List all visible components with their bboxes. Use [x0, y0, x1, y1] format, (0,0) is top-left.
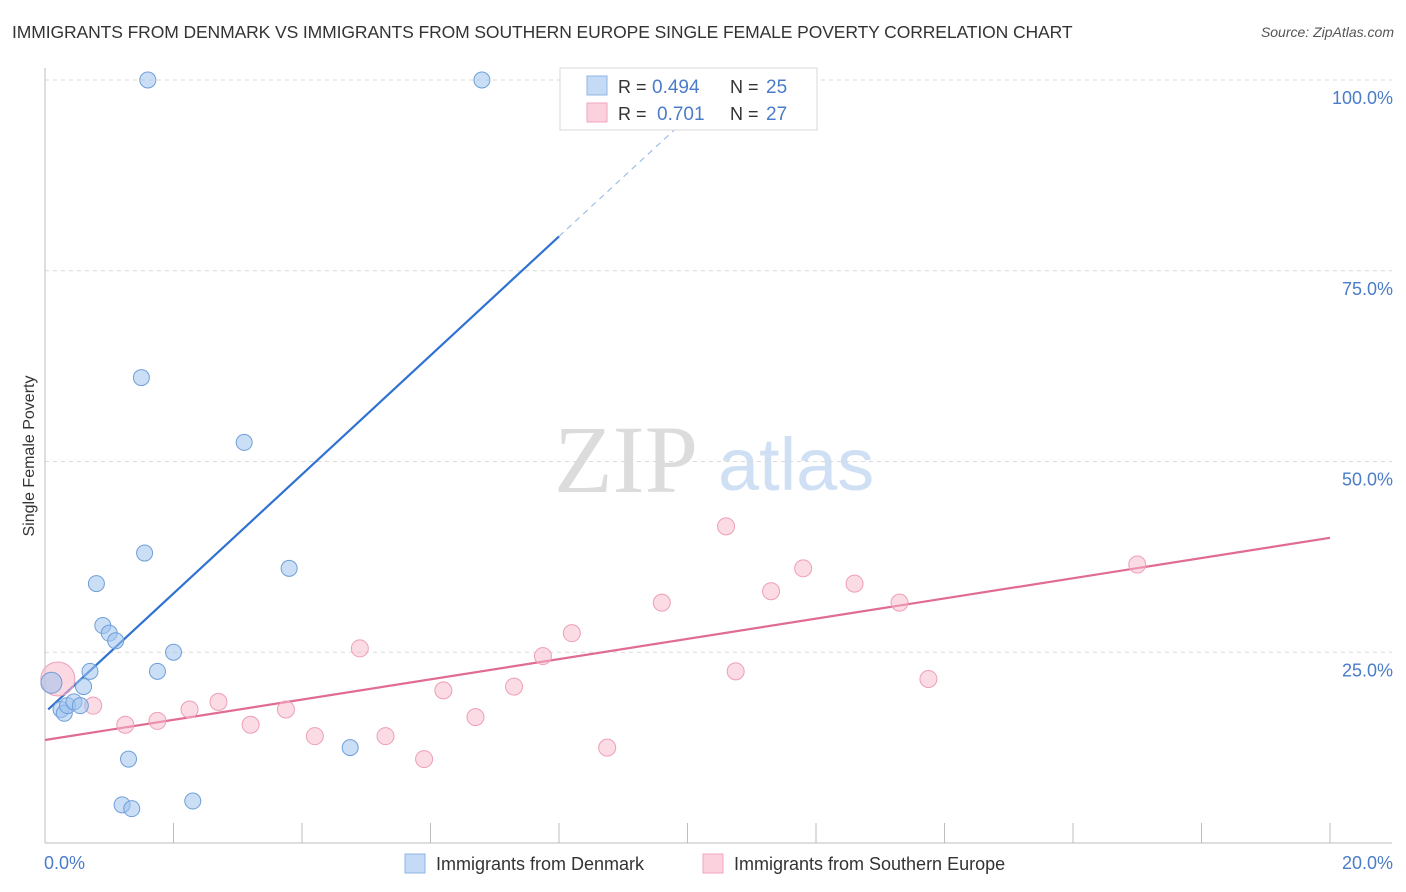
point-denmark-14: [123, 800, 141, 818]
point-southern-europe-16: [562, 624, 581, 643]
trend-line-denmark: [47, 235, 560, 711]
legend-r-value-1: 0.494: [652, 77, 700, 98]
correlation-legend: R = 0.494 N = 25 R = 0.701 N = 27: [559, 67, 818, 131]
bottom-legend-swatch-southern-europe: [702, 853, 724, 874]
point-southern-europe-10: [376, 727, 395, 746]
legend-swatch-denmark: [586, 75, 608, 96]
x-tick-label-0: 0.0%: [44, 853, 85, 873]
point-southern-europe-6: [241, 715, 260, 734]
point-southern-europe-21: [762, 582, 781, 601]
point-denmark-18: [165, 643, 182, 661]
x-tick-label-1: 20.0%: [1342, 853, 1393, 873]
axes: [44, 68, 1392, 844]
tick-labels: 25.0% 50.0% 75.0% 100.0% 0.0% 20.0%: [44, 88, 1393, 873]
point-denmark-7: [81, 662, 99, 680]
point-southern-europe-2: [116, 715, 135, 734]
point-denmark-22: [280, 559, 298, 577]
point-southern-europe-19: [717, 517, 736, 536]
point-southern-europe-12: [434, 681, 453, 700]
y-tick-label-1: 50.0%: [1342, 470, 1393, 490]
watermark-atlas: atlas: [718, 423, 874, 506]
series-legend: Immigrants from Denmark Immigrants from …: [404, 853, 1005, 874]
point-denmark-0: [40, 671, 63, 694]
trend-line-denmark-extension: [558, 129, 676, 237]
point-southern-europe-25: [919, 669, 938, 688]
point-southern-europe-7: [276, 700, 295, 719]
point-denmark-15: [132, 369, 150, 387]
legend-r-label-1: R =: [618, 77, 647, 97]
point-southern-europe-5: [209, 692, 228, 711]
gridlines: [45, 79, 1392, 653]
point-denmark-23: [341, 739, 359, 757]
bottom-legend-label-southern-europe: Immigrants from Southern Europe: [734, 854, 1005, 874]
point-denmark-16: [136, 544, 154, 562]
point-southern-europe-3: [148, 711, 167, 730]
point-denmark-11: [107, 632, 125, 650]
point-southern-europe-24: [890, 593, 909, 612]
source-label: Source: ZipAtlas.com: [1260, 24, 1394, 40]
y-tick-label-3: 100.0%: [1332, 88, 1393, 108]
point-southern-europe-8: [305, 727, 324, 746]
chart-title: IMMIGRANTS FROM DENMARK VS IMMIGRANTS FR…: [12, 22, 1073, 42]
point-denmark-5: [71, 697, 89, 715]
point-denmark-8: [87, 575, 105, 593]
legend-swatch-southern-europe: [586, 102, 608, 123]
point-denmark-20: [184, 792, 202, 810]
point-southern-europe-9: [350, 639, 369, 658]
point-denmark-19: [148, 662, 166, 680]
point-southern-europe-23: [845, 574, 864, 593]
point-denmark-17: [139, 71, 157, 89]
bottom-legend-swatch-denmark: [404, 853, 426, 874]
y-tick-label-0: 25.0%: [1342, 660, 1393, 680]
point-denmark-24: [473, 71, 491, 89]
bottom-legend-label-denmark: Immigrants from Denmark: [436, 854, 645, 874]
point-southern-europe-4: [180, 700, 199, 719]
y-tick-label-2: 75.0%: [1342, 279, 1393, 299]
point-southern-europe-22: [794, 559, 813, 578]
point-southern-europe-17: [598, 738, 617, 757]
data-points: [40, 71, 1147, 818]
point-southern-europe-15: [533, 647, 552, 666]
trend-lines: [44, 129, 1331, 742]
point-denmark-6: [75, 678, 93, 696]
legend-r-value-2: 0.701: [657, 104, 705, 125]
legend-n-value-1: 25: [766, 77, 787, 98]
point-southern-europe-11: [415, 750, 434, 769]
watermark-zip: ZIP: [554, 406, 698, 513]
point-southern-europe-14: [505, 677, 524, 696]
legend-r-label-2: R =: [618, 104, 647, 124]
trend-line-southern-europe: [44, 536, 1331, 742]
point-denmark-21: [235, 433, 253, 451]
y-axis-label: Single Female Poverty: [21, 376, 38, 537]
point-southern-europe-20: [726, 662, 745, 681]
point-denmark-12: [120, 750, 138, 768]
point-southern-europe-13: [466, 708, 485, 727]
point-southern-europe-26: [1128, 555, 1147, 574]
legend-n-label-1: N =: [730, 77, 759, 97]
point-southern-europe-18: [652, 593, 671, 612]
legend-n-value-2: 27: [766, 104, 787, 125]
legend-n-label-2: N =: [730, 104, 759, 124]
